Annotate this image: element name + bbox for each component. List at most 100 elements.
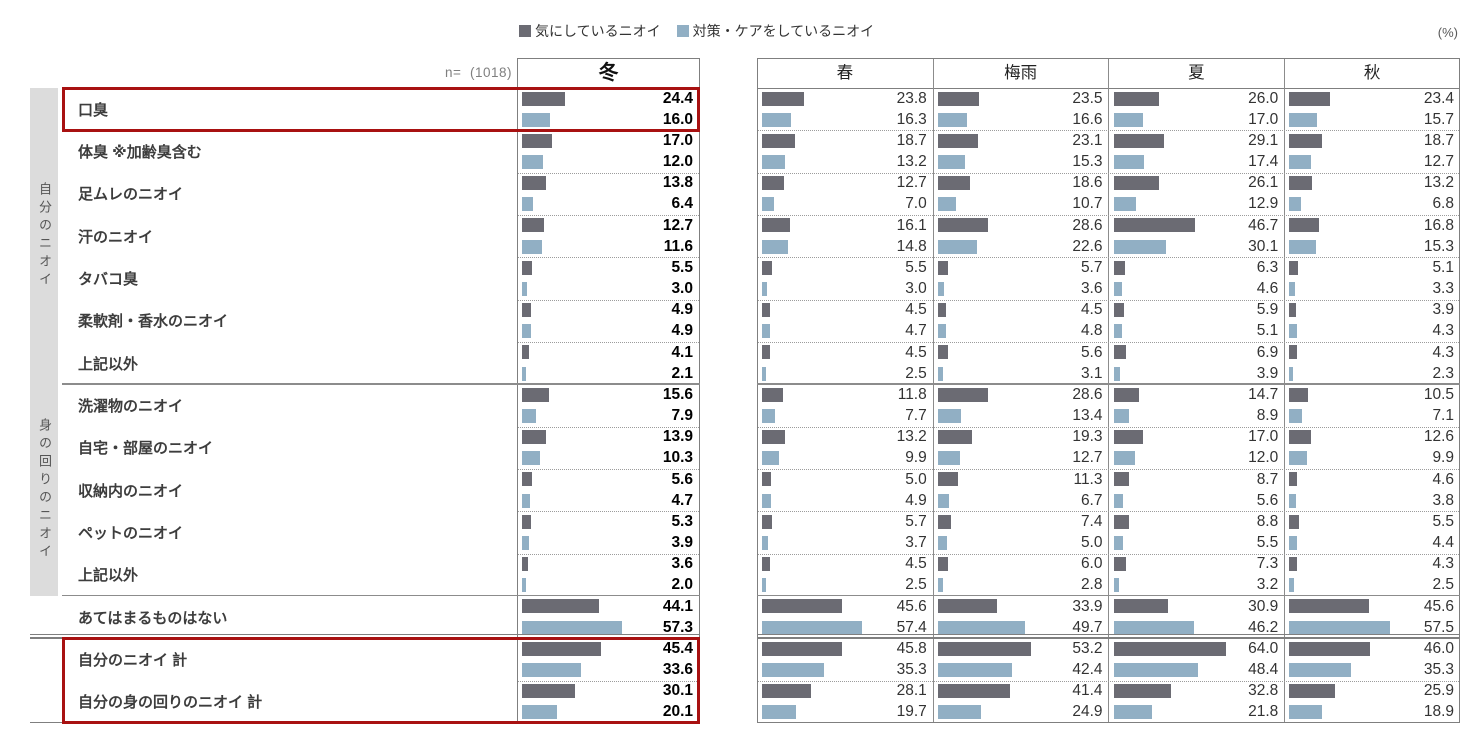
- bar-cell: 17.0 12.0: [1111, 427, 1283, 469]
- row-label: ペットのニオイ: [78, 524, 184, 542]
- care-value: 14.8: [896, 237, 927, 255]
- bar-cell: 4.9 4.9: [519, 300, 698, 342]
- care-bar: [762, 451, 780, 466]
- care-value: 30.1: [1248, 237, 1279, 255]
- concerned-bar: [522, 557, 529, 572]
- care-bar: [522, 239, 543, 254]
- bar-cell: 24.4 16.0: [519, 88, 698, 130]
- bar-cell: 26.1 12.9: [1111, 173, 1283, 215]
- bar-cell: 45.6 57.4: [759, 596, 931, 638]
- bar-cell: 5.1 3.3: [1286, 257, 1458, 299]
- care-bar: [522, 154, 543, 169]
- totals-double-line: [757, 633, 1460, 636]
- bar-cell: 32.8 21.8: [1111, 681, 1283, 723]
- concerned-value: 41.4: [1072, 682, 1103, 700]
- care-bar: [937, 408, 962, 423]
- care-value: 4.7: [671, 491, 693, 509]
- care-value: 15.3: [1423, 237, 1454, 255]
- care-value: 10.3: [662, 449, 693, 467]
- care-value: 2.1: [671, 364, 693, 382]
- bar-cell: 4.5 4.7: [759, 300, 931, 342]
- bar-cell: 64.0 48.4: [1111, 638, 1283, 680]
- concerned-value: 5.1: [1432, 258, 1454, 276]
- care-value: 11.6: [663, 237, 693, 255]
- bar-cell: 53.2 42.4: [935, 638, 1107, 680]
- care-value: 4.6: [1256, 280, 1279, 298]
- bar-cell: 13.2 9.9: [759, 427, 931, 469]
- care-bar: [1289, 578, 1294, 593]
- care-value: 15.7: [1423, 110, 1454, 128]
- concerned-value: 11.3: [1073, 470, 1103, 488]
- bar-cell: 5.9 5.1: [1111, 300, 1283, 342]
- care-bar: [522, 112, 550, 127]
- row-label: 汗のニオイ: [78, 228, 154, 246]
- concerned-bar: [1113, 176, 1160, 191]
- bar-cell: 41.4 24.9: [935, 681, 1107, 723]
- totals-double-line: [30, 633, 700, 636]
- concerned-bar: [522, 303, 531, 318]
- care-bar: [937, 451, 960, 466]
- bar-cell: 45.6 57.5: [1286, 596, 1458, 638]
- concerned-bar: [762, 218, 791, 233]
- care-value: 16.3: [896, 110, 927, 128]
- bar-cell: 12.7 11.6: [519, 215, 698, 257]
- bar-cell: 16.1 14.8: [759, 215, 931, 257]
- concerned-value: 8.7: [1256, 470, 1279, 488]
- bar-cell: 28.1 19.7: [759, 681, 931, 723]
- concerned-value: 28.6: [1072, 216, 1103, 234]
- concerned-value: 4.3: [1432, 343, 1454, 361]
- care-bar: [522, 620, 623, 635]
- concerned-bar: [1113, 133, 1165, 148]
- care-bar: [762, 408, 776, 423]
- concerned-value: 33.9: [1072, 597, 1103, 615]
- care-value: 2.5: [905, 576, 927, 594]
- care-value: 4.9: [905, 491, 927, 509]
- care-value: 35.3: [896, 661, 927, 679]
- bar-cell: 13.8 6.4: [519, 173, 698, 215]
- concerned-value: 13.9: [662, 428, 693, 446]
- concerned-value: 19.3: [1072, 428, 1103, 446]
- concerned-bar: [937, 430, 972, 445]
- care-bar: [1289, 324, 1297, 339]
- concerned-bar: [762, 684, 812, 699]
- concerned-bar: [937, 599, 998, 614]
- concerned-bar: [1289, 218, 1319, 233]
- care-value: 48.4: [1248, 661, 1279, 679]
- bar-cell: 26.0 17.0: [1111, 88, 1283, 130]
- care-value: 12.9: [1248, 195, 1279, 213]
- care-bar: [937, 239, 978, 254]
- concerned-value: 3.9: [1432, 301, 1454, 319]
- row-label: 自宅・部屋のニオイ: [78, 440, 214, 458]
- concerned-bar: [937, 557, 949, 572]
- legend-item-concerned: 気にしているニオイ: [519, 21, 661, 41]
- care-value: 5.1: [1256, 322, 1279, 340]
- concerned-bar: [762, 303, 770, 318]
- concerned-value: 18.7: [1423, 131, 1454, 149]
- concerned-value: 45.8: [896, 639, 927, 657]
- concerned-value: 15.6: [662, 385, 693, 403]
- care-bar: [1113, 324, 1123, 339]
- care-bar: [762, 324, 771, 339]
- bar-cell: 45.8 35.3: [759, 638, 931, 680]
- bar-cell: 15.6 7.9: [519, 384, 698, 426]
- concerned-bar: [1289, 133, 1322, 148]
- care-bar: [1113, 281, 1122, 296]
- concerned-value: 5.3: [671, 512, 693, 530]
- concerned-value: 12.7: [662, 216, 693, 234]
- concerned-bar: [937, 133, 979, 148]
- legend-item-care: 対策・ケアをしているニオイ: [676, 21, 874, 41]
- concerned-value: 29.1: [1248, 131, 1279, 149]
- concerned-value: 4.5: [905, 301, 927, 319]
- bar-cell: 11.3 6.7: [935, 469, 1107, 511]
- column-header-rainy: 梅雨: [1004, 64, 1038, 82]
- care-bar: [762, 197, 775, 212]
- care-bar: [762, 493, 771, 508]
- care-value: 46.2: [1248, 618, 1279, 636]
- care-value: 2.5: [905, 364, 927, 382]
- concerned-bar: [522, 91, 565, 106]
- concerned-value: 12.7: [896, 174, 927, 192]
- care-bar: [762, 239, 788, 254]
- concerned-value: 17.0: [662, 131, 693, 149]
- concerned-value: 44.1: [662, 597, 693, 615]
